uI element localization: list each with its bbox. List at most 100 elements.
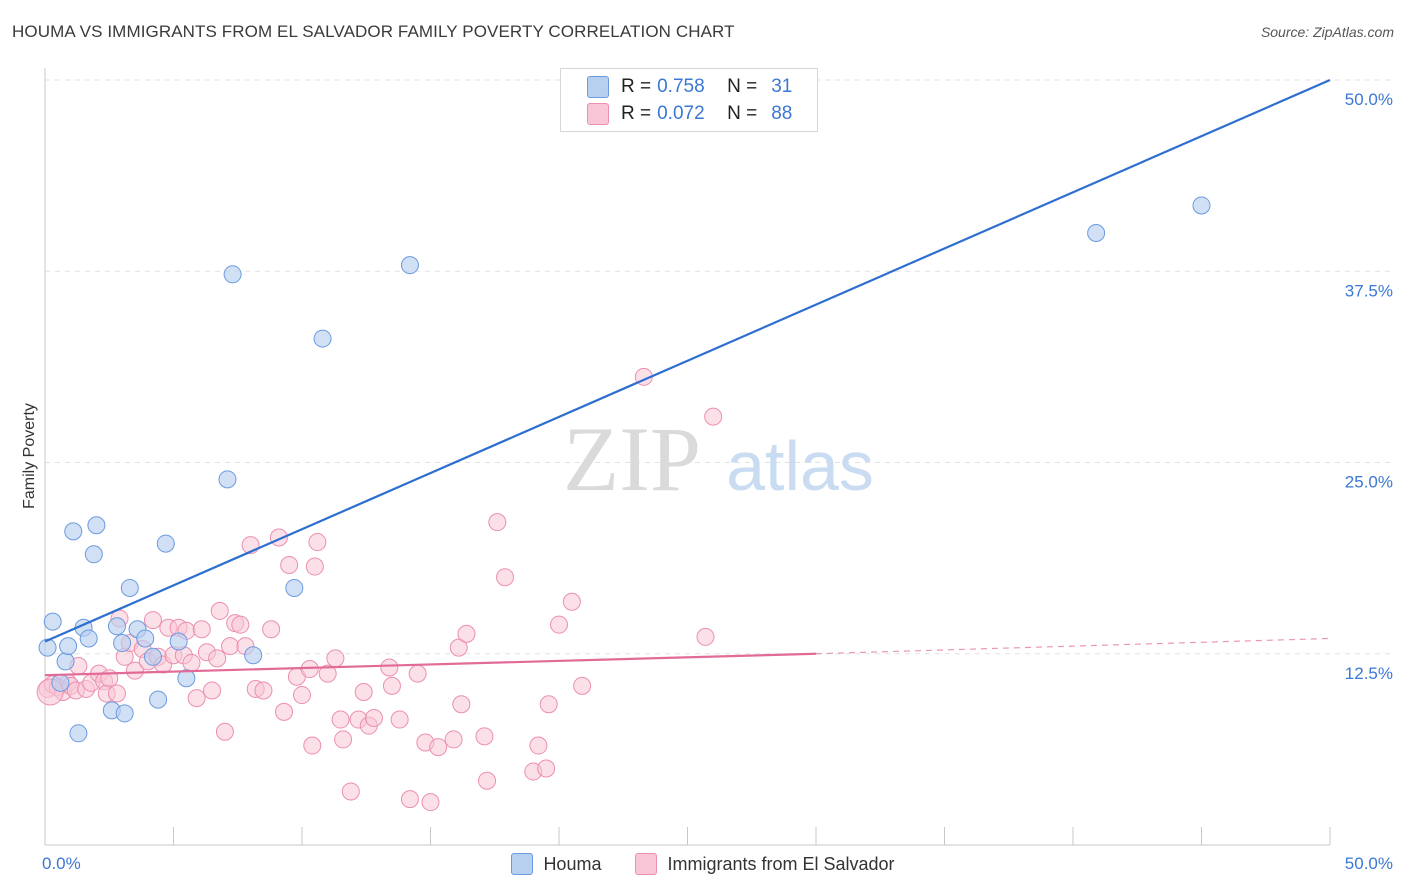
elsal-point — [280, 556, 299, 575]
houma-point — [400, 256, 419, 275]
chart-legend: Houma Immigrants from El Salvador — [0, 852, 1406, 876]
houma-point — [143, 647, 162, 666]
houma-point — [223, 265, 242, 284]
y-tick-label: 37.5% — [1345, 281, 1393, 300]
elsal-point — [696, 627, 715, 646]
elsal-point — [478, 771, 497, 790]
stats-box: R = 0.758 N = 31 R = 0.072 N = 88 — [560, 68, 818, 132]
elsal-swatch-icon — [587, 103, 609, 125]
houma-r-label: R = — [621, 76, 652, 97]
houma-trend-line — [44, 78, 1331, 643]
houma-point — [38, 638, 57, 657]
elsal-point — [262, 620, 281, 639]
houma-point — [69, 724, 88, 743]
grid-layer — [45, 79, 1395, 655]
houma-point — [56, 652, 75, 671]
elsal-r-label: R = — [621, 103, 652, 124]
elsal-point — [550, 615, 568, 634]
elsal-point — [334, 730, 353, 749]
houma-point — [107, 617, 126, 636]
houma-point — [51, 673, 70, 692]
houma-point — [313, 329, 332, 348]
elsal-trend-extension — [815, 637, 1331, 655]
elsal-point — [221, 637, 240, 656]
elsal-point — [125, 661, 144, 680]
houma-point — [120, 578, 139, 597]
elsal-point — [303, 736, 322, 755]
elsal-point — [305, 557, 324, 576]
legend-label-houma: Houma — [543, 853, 602, 874]
elsal-point — [562, 592, 581, 611]
elsal-point — [187, 689, 206, 708]
trend-lines — [44, 78, 1331, 677]
elsal-point — [475, 727, 494, 746]
y-axis-label: Family Poverty — [21, 403, 38, 509]
elsal-point — [275, 702, 294, 721]
source-label: Source: ZipAtlas.com — [1260, 24, 1394, 40]
stats-row-houma: R = 0.758 N = 31 — [587, 74, 792, 100]
houma-point — [113, 634, 132, 653]
y-tick-label: 12.5% — [1345, 664, 1393, 683]
elsal-legend-swatch-icon — [635, 853, 658, 875]
elsal-point — [254, 681, 273, 700]
houma-point — [79, 629, 98, 648]
elsal-point — [210, 601, 229, 620]
elsal-r-value: 0.072 — [657, 103, 705, 124]
y-tick-label: 50.0% — [1345, 90, 1393, 109]
watermark-atlas: atlas — [726, 427, 874, 505]
elsal-point — [496, 568, 515, 587]
elsal-point — [444, 730, 463, 749]
houma-point — [169, 632, 188, 651]
elsal-point — [488, 513, 507, 532]
elsal-point — [421, 793, 440, 812]
x-tick-label-right: 50.0% — [1345, 854, 1393, 873]
houma-n-label: N = — [727, 76, 758, 97]
watermark-zip: ZIP — [563, 408, 701, 510]
elsal-point — [293, 686, 311, 705]
houma-r-value: 0.758 — [657, 76, 705, 97]
elsal-point — [457, 624, 476, 643]
houma-legend-swatch-icon — [511, 853, 534, 875]
tick-labels: 12.5% 25.0% 37.5% 50.0% 0.0% 50.0% — [42, 90, 1393, 873]
elsal-point — [192, 620, 211, 639]
elsal-point — [331, 710, 350, 729]
houma-point — [136, 629, 155, 648]
elsal-point — [341, 782, 360, 801]
houma-n-value: 31 — [771, 76, 793, 97]
houma-point — [149, 690, 168, 709]
elsal-point — [429, 738, 448, 757]
chart-title: HOUMA VS IMMIGRANTS FROM EL SALVADOR FAM… — [12, 22, 735, 41]
series-el-salvador-points — [36, 367, 723, 812]
elsal-point — [107, 684, 126, 703]
elsal-point — [704, 407, 723, 426]
houma-point — [177, 669, 196, 688]
elsal-point — [203, 681, 222, 700]
houma-point — [87, 516, 106, 535]
houma-point — [115, 704, 134, 723]
legend-label-elsal: Immigrants from El Salvador — [667, 853, 895, 874]
elsal-n-label: N = — [727, 103, 758, 124]
elsal-point — [380, 658, 399, 677]
legend-item-elsal[interactable]: Immigrants from El Salvador — [635, 852, 895, 876]
houma-point — [59, 637, 78, 656]
x-tick-label-left: 0.0% — [42, 854, 81, 873]
elsal-point — [382, 676, 401, 695]
elsal-point — [182, 653, 201, 672]
houma-point — [285, 578, 304, 597]
elsal-point — [354, 683, 373, 701]
legend-item-houma[interactable]: Houma — [511, 852, 601, 876]
houma-point — [84, 545, 103, 564]
houma-point — [64, 522, 83, 541]
houma-point — [43, 612, 62, 631]
watermark: ZIP atlas — [563, 408, 874, 510]
y-tick-label: 25.0% — [1345, 473, 1393, 492]
elsal-trend-line — [44, 652, 817, 677]
elsal-point — [215, 722, 234, 741]
elsal-point — [400, 790, 419, 809]
elsal-point — [308, 533, 327, 552]
houma-swatch-icon — [587, 76, 609, 98]
axis-layer — [44, 68, 1331, 846]
houma-point — [1087, 224, 1106, 242]
elsal-point — [318, 664, 337, 683]
